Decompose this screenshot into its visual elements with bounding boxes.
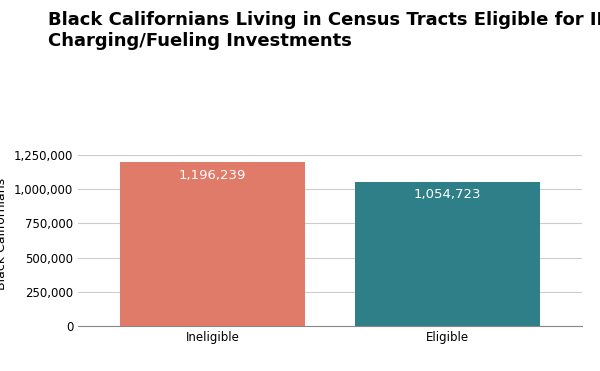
Text: 1,196,239: 1,196,239 — [179, 169, 246, 182]
Text: Black Californians Living in Census Tracts Eligible for IRA
Charging/Fueling Inv: Black Californians Living in Census Trac… — [48, 11, 600, 50]
Y-axis label: Black Californians: Black Californians — [0, 178, 8, 290]
Bar — [355, 181, 540, 326]
Bar — [120, 162, 305, 326]
Text: 1,054,723: 1,054,723 — [414, 188, 481, 201]
